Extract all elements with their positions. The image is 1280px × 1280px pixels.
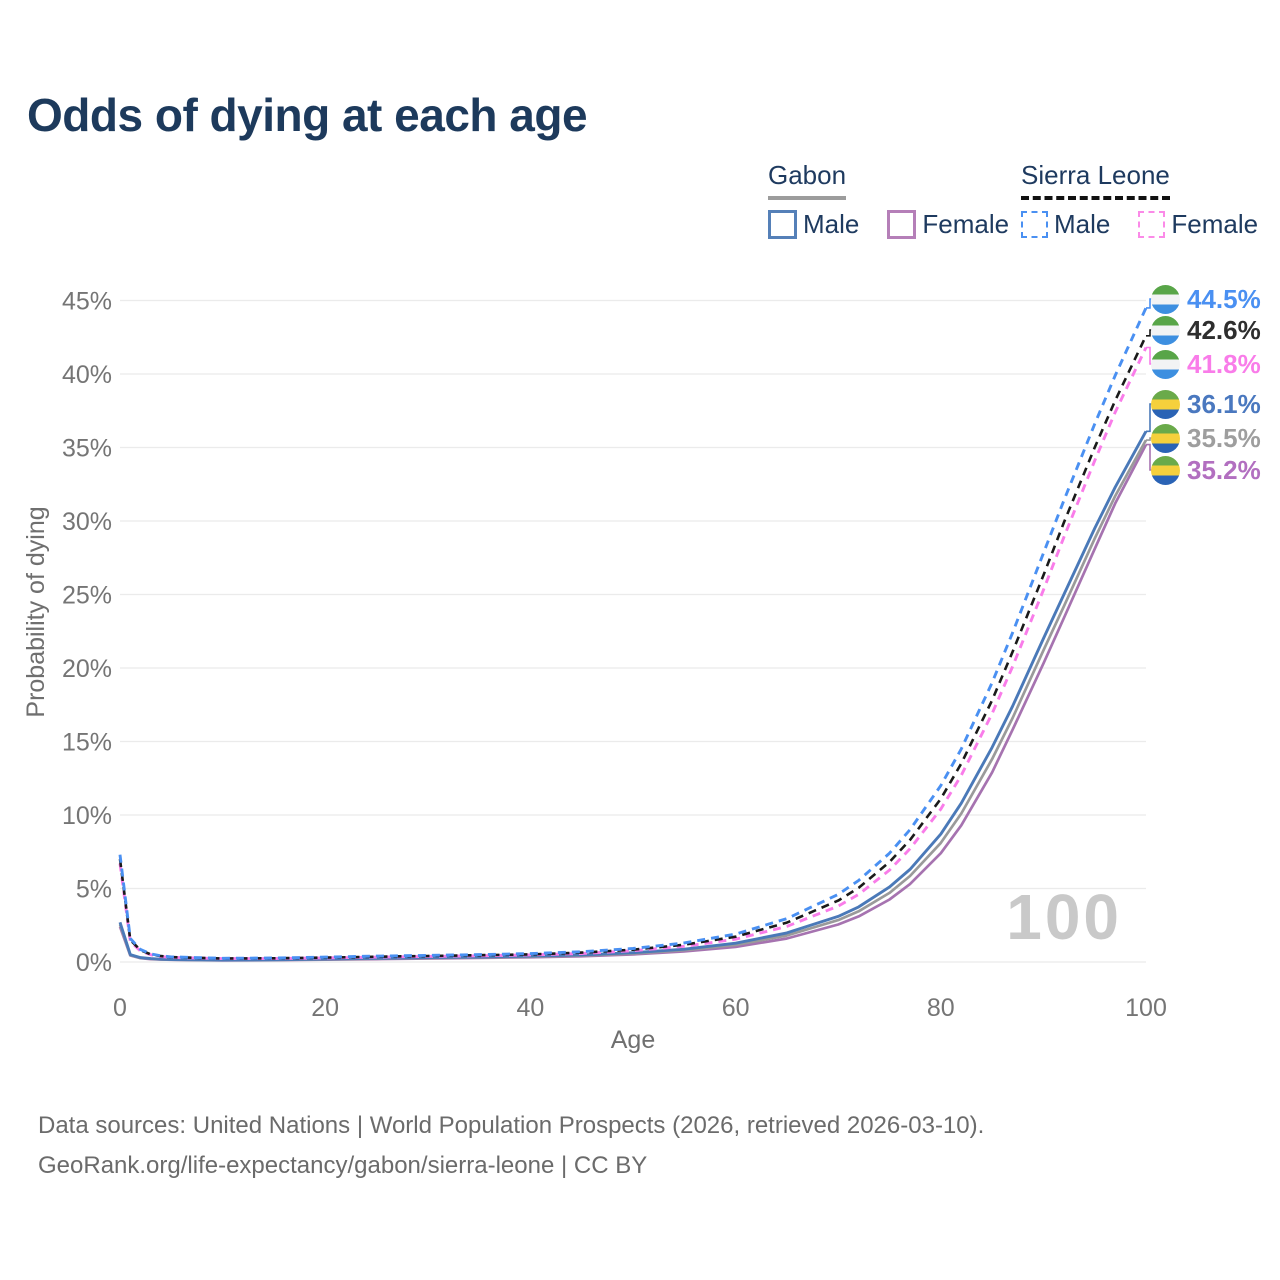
- gabon-flag-icon: [1151, 389, 1180, 419]
- x-tick-60: 60: [722, 994, 750, 1022]
- legend-item-sierra-leone-male[interactable]: Male: [1021, 209, 1110, 240]
- y-tick-35: 35%: [62, 435, 112, 463]
- end-label-value: 35.5%: [1187, 422, 1261, 453]
- end-label-gabon-male[interactable]: 36.1%: [1151, 389, 1261, 419]
- y-tick-30: 30%: [62, 508, 112, 536]
- legend-label-sierra-leone-male: Male: [1054, 209, 1111, 239]
- x-tick-0: 0: [113, 994, 127, 1022]
- watermark-age-100: 100: [1006, 881, 1122, 953]
- gabon-male-swatch-icon: [768, 210, 797, 239]
- x-tick-100: 100: [1125, 994, 1167, 1022]
- x-tick-80: 80: [927, 994, 955, 1022]
- gabon-flag-icon: [1151, 455, 1180, 485]
- legend-country-sierra-leone[interactable]: Sierra Leone: [1021, 160, 1170, 200]
- end-label-sierra-leone-male[interactable]: 44.5%: [1151, 284, 1261, 314]
- y-tick-10: 10%: [62, 802, 112, 830]
- series-line-sierra-leone-female[interactable]: [118, 346, 1148, 961]
- sierra-leone-flag-icon: [1151, 349, 1180, 379]
- end-label-value: 36.1%: [1187, 388, 1261, 419]
- legend-label-gabon-female: Female: [922, 209, 1010, 239]
- y-tick-45: 45%: [62, 288, 112, 316]
- end-label-value: 44.5%: [1187, 283, 1261, 314]
- series-line-gabon-both[interactable]: [118, 439, 1148, 962]
- sierra-leone-male-swatch-icon: [1021, 211, 1048, 238]
- sierra-leone-flag-icon: [1151, 315, 1180, 345]
- end-label-value: 41.8%: [1187, 348, 1261, 379]
- legend-label-gabon-male: Male: [803, 209, 860, 239]
- gabon-female-swatch-icon: [887, 210, 917, 239]
- sierra-leone-female-swatch-icon: [1138, 211, 1166, 238]
- series-line-sierra-leone-both[interactable]: [118, 335, 1148, 960]
- legend-item-gabon-female[interactable]: Female: [887, 209, 1009, 240]
- end-label-sierra-leone-both[interactable]: 42.6%: [1151, 315, 1261, 345]
- series-line-gabon-male[interactable]: [118, 430, 1148, 962]
- x-tick-20: 20: [311, 994, 339, 1022]
- x-axis-title: Age: [611, 1026, 655, 1054]
- y-tick-40: 40%: [62, 361, 112, 389]
- end-label-value: 42.6%: [1187, 314, 1261, 345]
- series-line-sierra-leone-male[interactable]: [118, 307, 1148, 960]
- end-label-gabon-both[interactable]: 35.5%: [1151, 423, 1261, 453]
- footer-line-2[interactable]: GeoRank.org/life-expectancy/gabon/sierra…: [38, 1152, 648, 1179]
- legend-country-gabon[interactable]: Gabon: [768, 160, 847, 200]
- gabon-flag-icon: [1151, 423, 1180, 453]
- y-tick-20: 20%: [62, 655, 112, 683]
- sierra-leone-flag-icon: [1151, 284, 1180, 314]
- footer-line-1: Data sources: United Nations | World Pop…: [38, 1112, 985, 1139]
- end-label-value: 35.2%: [1187, 454, 1261, 485]
- y-tick-15: 15%: [62, 729, 112, 757]
- y-axis-title: Probability of dying: [22, 506, 50, 717]
- legend-group-gabon: Gabon Male Female: [768, 160, 1009, 240]
- legend-item-gabon-male[interactable]: Male: [768, 209, 859, 240]
- data-sources-footer: Data sources: United Nations | World Pop…: [38, 1106, 984, 1186]
- end-label-gabon-female[interactable]: 35.2%: [1151, 455, 1261, 485]
- legend-label-sierra-leone-female: Female: [1171, 209, 1259, 239]
- x-tick-40: 40: [516, 994, 544, 1022]
- y-tick-0: 0%: [76, 949, 112, 977]
- y-tick-25: 25%: [62, 582, 112, 610]
- end-label-sierra-leone-female[interactable]: 41.8%: [1151, 349, 1261, 379]
- legend-item-sierra-leone-female[interactable]: Female: [1138, 209, 1258, 240]
- y-tick-5: 5%: [76, 876, 112, 904]
- page-title: Odds of dying at each age: [27, 89, 588, 141]
- legend-group-sierra-leone: Sierra Leone Male Female: [1021, 160, 1258, 240]
